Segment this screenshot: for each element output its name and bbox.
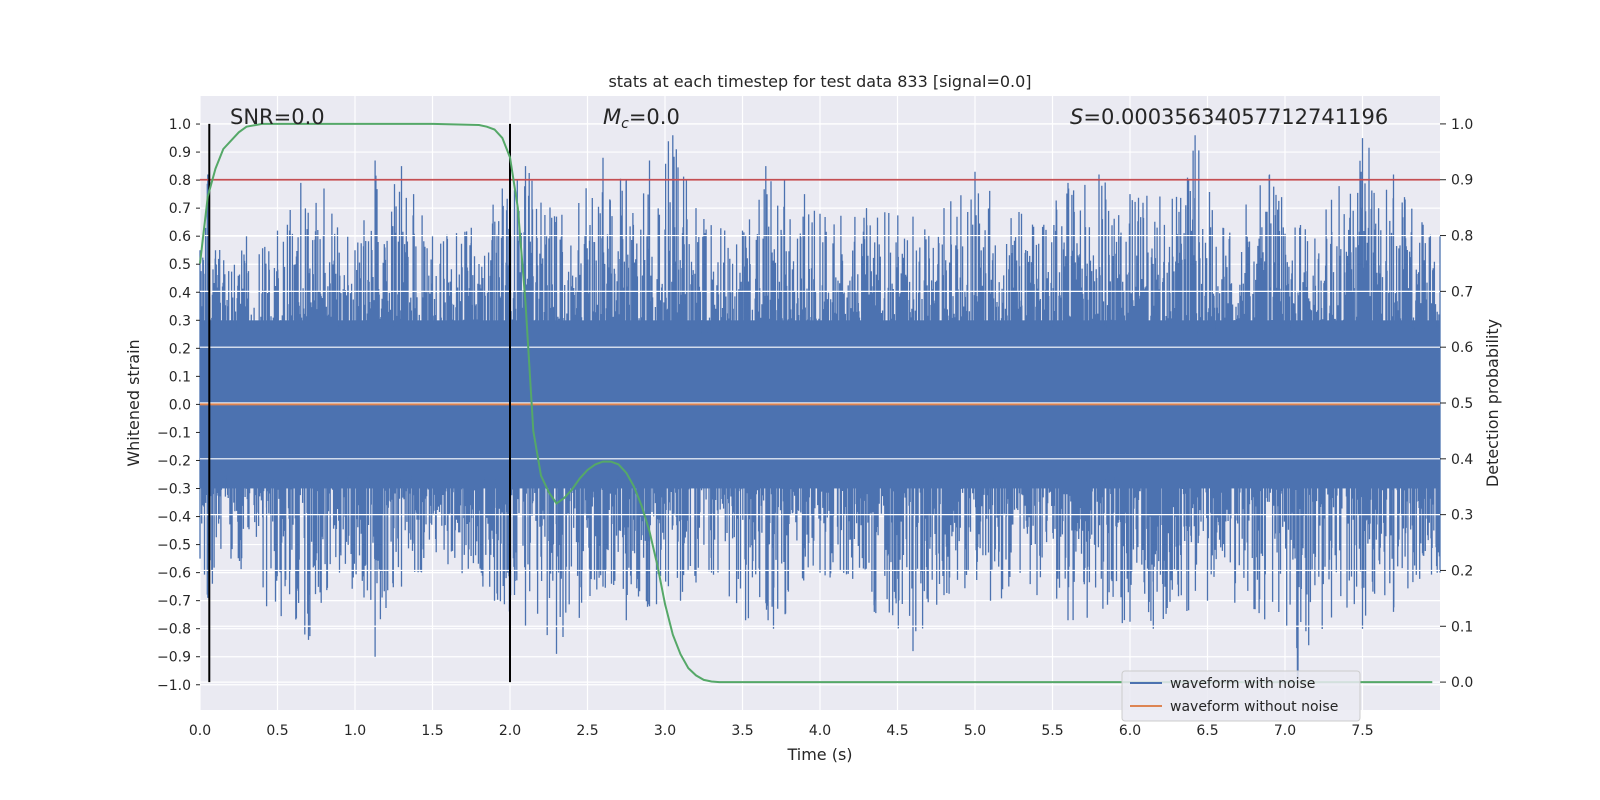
y-tick-label: −1.0 [157, 678, 191, 694]
x-tick-label: 0.0 [189, 723, 211, 739]
mc-symbol: M [603, 105, 621, 129]
y-axis-title: Whitened strain [124, 339, 143, 466]
y-tick-label: −0.3 [157, 482, 191, 498]
mc-value: =0.0 [629, 105, 680, 129]
y-tick-label: 0.5 [169, 257, 191, 273]
y-tick-label: −0.8 [157, 622, 191, 638]
y-tick-label: −0.9 [157, 650, 191, 666]
y2-tick-label: 0.8 [1451, 229, 1473, 245]
x-tick-label: 3.0 [654, 723, 676, 739]
y2-tick-label: 0.1 [1451, 619, 1473, 635]
y-tick-label: 0.8 [169, 173, 191, 189]
y-tick-label: 0.9 [169, 145, 191, 161]
legend-label-noise: waveform with noise [1170, 676, 1315, 692]
y-tick-label: 0.2 [169, 341, 191, 357]
y2-tick-label: 1.0 [1451, 117, 1473, 133]
detection-probability-line [199, 122, 1433, 684]
y-tick-label: 0.3 [169, 313, 191, 329]
x-tick-label: 5.5 [1041, 723, 1063, 739]
y2-tick-label: 0.7 [1451, 284, 1473, 300]
y2-tick-label: 0.6 [1451, 340, 1473, 356]
x-tick-label: 5.0 [964, 723, 986, 739]
x-tick-label: 3.5 [731, 723, 753, 739]
x-axis-ticks: 0.0 0.5 1.0 1.5 2.0 2.5 3.0 3.5 4.0 4.5 5.0 5.5 6.0 6… [189, 723, 1374, 739]
y-tick-label: 0.0 [169, 397, 191, 413]
overlay-lines [199, 122, 1440, 684]
x-tick-label: 1.5 [421, 723, 443, 739]
y2-tick-label: 0.5 [1451, 396, 1473, 412]
y2-axis-title: Detection probability [1483, 319, 1502, 487]
y-tick-label: −0.6 [157, 566, 191, 582]
legend: waveform with noise waveform without noi… [1121, 670, 1361, 722]
y-tick-label: 0.7 [169, 201, 191, 217]
x-axis-title: Time (s) [786, 745, 852, 764]
x-tick-label: 1.0 [344, 723, 366, 739]
y2-tick-label: 0.0 [1451, 675, 1473, 691]
y-tick-label: −0.7 [157, 594, 191, 610]
y-tick-label: −0.4 [157, 510, 191, 526]
x-tick-label: 7.0 [1274, 723, 1296, 739]
mc-annotation: Mc=0.0 [603, 105, 680, 132]
x-tick-label: 4.0 [809, 723, 831, 739]
y-tick-label: −0.5 [157, 538, 191, 554]
x-tick-label: 7.5 [1351, 723, 1373, 739]
y2-tick-label: 0.9 [1451, 173, 1473, 189]
y2-tick-label: 0.2 [1451, 563, 1473, 579]
y-tick-label: 0.4 [169, 285, 191, 301]
x-tick-label: 2.5 [576, 723, 598, 739]
x-tick-label: 6.5 [1196, 723, 1218, 739]
mc-subscript: c [621, 116, 629, 132]
x-tick-label: 4.5 [886, 723, 908, 739]
s-annotation: S=0.00035634057712741196 [1070, 105, 1388, 129]
y-axis-ticks: 1.0 0.9 0.8 0.7 0.6 0.5 0.4 0.3 0.2 0.1 0.0 −0.1 −0.… [157, 117, 200, 694]
s-symbol: S [1070, 105, 1083, 129]
legend-box [1121, 670, 1361, 722]
y-tick-label: 0.6 [169, 229, 191, 245]
y-tick-label: −0.1 [157, 425, 191, 441]
snr-annotation: SNR=0.0 [230, 105, 325, 129]
y2-tick-label: 0.3 [1451, 508, 1473, 524]
x-tick-label: 0.5 [266, 723, 288, 739]
s-value: =0.00035634057712741196 [1083, 105, 1388, 129]
y-tick-label: −0.2 [157, 453, 191, 469]
y-tick-label: 1.0 [169, 117, 191, 133]
x-tick-label: 6.0 [1119, 723, 1141, 739]
y-tick-label: 0.1 [169, 369, 191, 385]
legend-label-clean: waveform without noise [1170, 699, 1338, 715]
x-tick-label: 2.0 [499, 723, 521, 739]
chart-title: stats at each timestep for test data 833… [608, 72, 1031, 91]
y2-axis-ticks: 1.0 0.9 0.8 0.7 0.6 0.5 0.4 0.3 0.2 0.1 0.0 [1440, 117, 1473, 691]
y2-tick-label: 0.4 [1451, 452, 1473, 468]
